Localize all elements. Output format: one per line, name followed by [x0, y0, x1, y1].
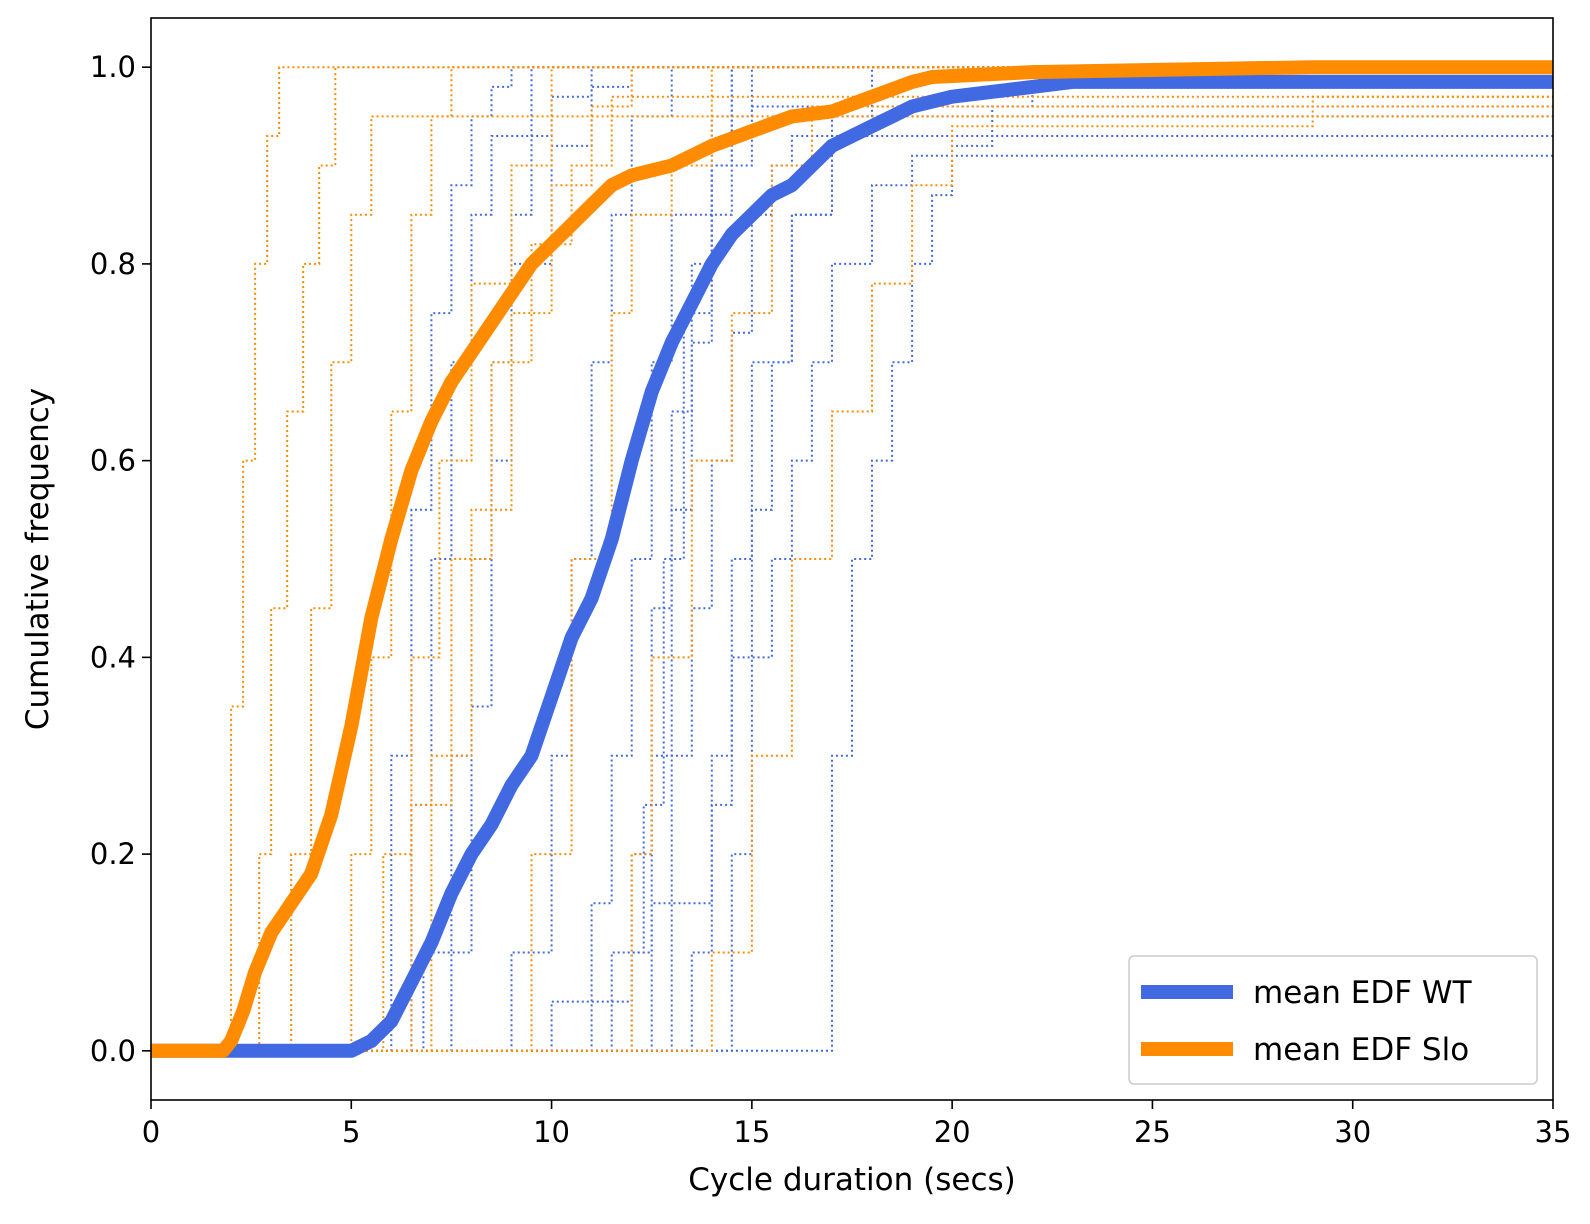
legend: mean EDF WT mean EDF Slo	[1128, 955, 1538, 1085]
wt-individual-edf-line	[151, 154, 1553, 1052]
wt-individual-edf-line	[151, 66, 1553, 1052]
y-axis-label: Cumulative frequency	[20, 388, 56, 730]
y-tick-label: 0.0	[90, 1034, 136, 1068]
slo-individual-edf-line	[151, 66, 1553, 1052]
slo-individual-edf-line	[151, 95, 1553, 1052]
slo-individual-edf-line	[151, 66, 1553, 1052]
x-tick-label: 30	[1334, 1115, 1371, 1149]
y-tick-label: 0.6	[90, 444, 136, 478]
mean-edf-wt-line	[151, 74, 1553, 1058]
x-tick-label: 35	[1535, 1115, 1572, 1149]
slo-individual-edf-line	[151, 105, 1553, 1052]
x-tick-label: 20	[934, 1115, 971, 1149]
x-ticks: 0 5 10 15 20 25 30 35	[142, 1100, 1572, 1149]
slo-individual-edf-line	[151, 66, 1553, 1052]
mean-edf-slo-line	[151, 60, 1553, 1058]
x-tick-label: 5	[342, 1115, 360, 1149]
x-tick-label: 0	[142, 1115, 160, 1149]
y-tick-label: 0.8	[90, 247, 136, 281]
x-tick-label: 25	[1134, 1115, 1171, 1149]
wt-individual-edf-line	[151, 66, 1553, 1052]
y-tick-label: 0.2	[90, 837, 136, 871]
x-tick-label: 15	[733, 1115, 770, 1149]
y-tick-label: 1.0	[90, 50, 136, 84]
x-axis-label: Cycle duration (secs)	[688, 1162, 1015, 1198]
plot-lines	[151, 60, 1553, 1058]
wt-individual-edf-line	[151, 66, 1553, 1052]
legend-label-wt: mean EDF WT	[1253, 975, 1473, 1011]
slo-individual-edf-line	[151, 66, 1553, 1052]
wt-individual-edf-line	[151, 66, 1553, 1052]
x-tick-label: 10	[533, 1115, 570, 1149]
axes-frame	[150, 17, 1554, 1101]
y-tick-label: 0.4	[90, 640, 136, 674]
y-ticks: 0.0 0.2 0.4 0.6 0.8 1.0	[90, 50, 151, 1068]
legend-label-slo: mean EDF Slo	[1253, 1032, 1469, 1068]
